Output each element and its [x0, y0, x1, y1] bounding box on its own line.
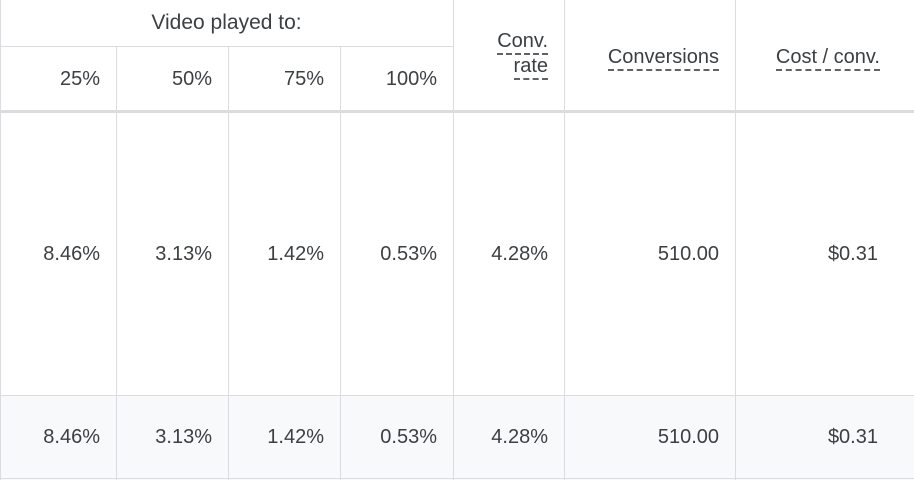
- table-bottom-border: [0, 478, 914, 479]
- column-header-25[interactable]: 25%: [0, 48, 116, 110]
- total-row-background: [0, 396, 914, 480]
- column-divider: [228, 46, 229, 480]
- row-divider: [0, 395, 914, 396]
- column-divider: [116, 46, 117, 480]
- column-header-25-label: 25%: [59, 67, 100, 90]
- video-played-group-header: Video played to:: [151, 11, 302, 34]
- column-header-conversions[interactable]: Conversions: [564, 0, 735, 118]
- total-cell: 1.42%: [267, 425, 324, 448]
- table-cell: 4.28%: [491, 242, 548, 265]
- column-header-75-label: 75%: [283, 67, 324, 90]
- column-header-50[interactable]: 50%: [116, 48, 228, 110]
- column-header-cost-per-conv-label: Cost / conv.: [775, 47, 880, 71]
- column-header-cost-per-conv[interactable]: Cost / conv.: [735, 0, 914, 118]
- column-header-100[interactable]: 100%: [340, 48, 453, 110]
- column-header-conv-rate-line2: rate: [513, 55, 548, 80]
- table-cell: 510.00: [657, 242, 719, 265]
- column-header-75[interactable]: 75%: [228, 48, 340, 110]
- group-header-divider: [0, 46, 453, 47]
- total-cell: 0.53%: [380, 425, 437, 448]
- total-cell: 4.28%: [491, 425, 548, 448]
- column-divider: [340, 46, 341, 480]
- total-cell: $0.31: [827, 425, 878, 448]
- column-divider: [0, 0, 1, 480]
- total-cell: 510.00: [657, 425, 719, 448]
- total-cell: 8.46%: [43, 425, 100, 448]
- column-header-conversions-label: Conversions: [607, 47, 719, 71]
- table-cell: 0.53%: [380, 242, 437, 265]
- table-cell: 1.42%: [267, 242, 324, 265]
- table-cell: $0.31: [827, 242, 878, 265]
- header-bottom-divider: [0, 110, 914, 113]
- column-header-50-label: 50%: [171, 67, 212, 90]
- total-cell: 3.13%: [155, 425, 212, 448]
- column-header-100-label: 100%: [385, 67, 437, 90]
- column-divider: [564, 0, 565, 480]
- table-cell: 3.13%: [155, 242, 212, 265]
- column-header-conv-rate-line1: Conv.: [497, 30, 548, 55]
- column-header-conv-rate[interactable]: Conv. rate: [453, 0, 564, 110]
- table-cell: 8.46%: [43, 242, 100, 265]
- column-divider: [453, 0, 454, 480]
- column-divider: [735, 0, 736, 480]
